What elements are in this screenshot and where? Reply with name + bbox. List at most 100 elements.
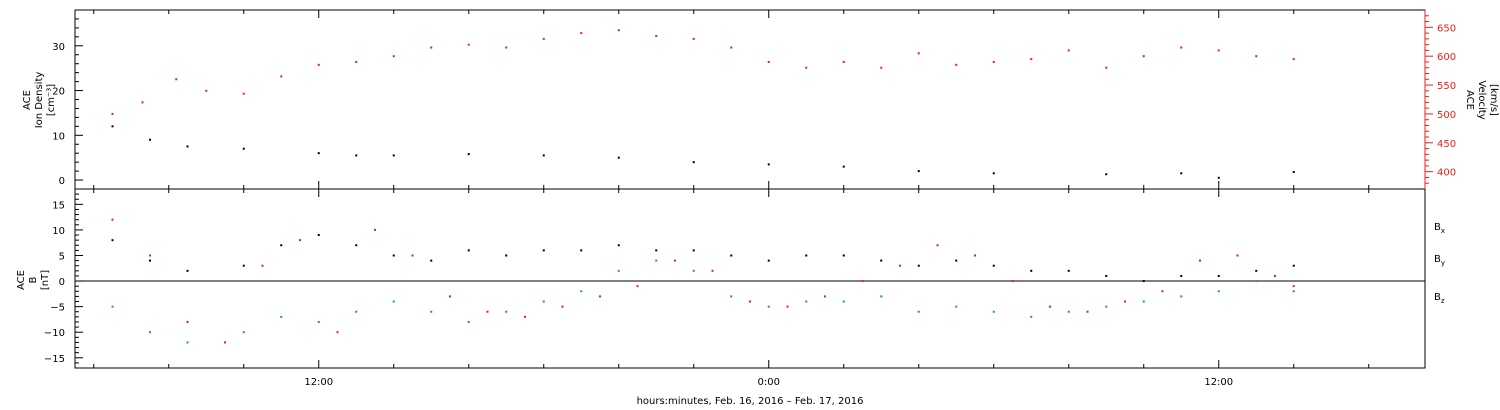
bx-series xyxy=(111,234,1295,283)
velocity-point xyxy=(955,63,958,66)
by-point xyxy=(355,310,358,313)
by-point xyxy=(580,290,583,293)
velocity-point xyxy=(1030,58,1033,61)
by-point xyxy=(1255,280,1258,283)
by-point xyxy=(186,341,189,344)
axis-ticks xyxy=(75,9,1433,368)
velocity-title-line2: Velocity xyxy=(1476,80,1487,119)
bz-point xyxy=(1199,259,1201,262)
density-point xyxy=(355,154,358,157)
velocity-point xyxy=(655,34,658,37)
by-point xyxy=(917,310,920,313)
bx-point xyxy=(1105,274,1108,277)
bz-point xyxy=(599,295,601,298)
velocity-tick-label: 600 xyxy=(1437,52,1456,63)
legend-bz: Bz xyxy=(1434,292,1445,305)
bz-point xyxy=(711,269,714,272)
velocity-point xyxy=(1067,49,1070,52)
bz-point xyxy=(449,295,451,298)
by-point xyxy=(880,295,883,298)
density-tick-label: 30 xyxy=(52,42,65,53)
x-tick-label: 12:00 xyxy=(304,377,333,388)
velocity-point xyxy=(542,37,545,40)
velocity-point xyxy=(992,60,995,63)
density-point xyxy=(917,170,920,173)
by-point xyxy=(542,300,545,303)
bx-point xyxy=(317,234,320,237)
field-title-line1: ACE xyxy=(16,270,27,290)
velocity-point xyxy=(730,46,733,49)
bx-point xyxy=(1030,269,1033,272)
field-tick-label: 15 xyxy=(52,200,65,211)
density-point xyxy=(186,145,189,148)
bz-point xyxy=(899,264,901,267)
bx-point xyxy=(1142,280,1145,283)
density-point xyxy=(1292,170,1295,173)
density-point xyxy=(1105,173,1108,176)
velocity-point xyxy=(242,92,245,95)
density-point xyxy=(392,154,395,157)
bz-point xyxy=(336,331,339,334)
velocity-point xyxy=(317,63,320,66)
bz-point xyxy=(1292,285,1295,288)
bx-point xyxy=(186,269,189,272)
bottom-panel-frame xyxy=(74,188,1426,369)
velocity-point xyxy=(617,29,620,32)
velocity-point xyxy=(505,46,508,49)
density-point xyxy=(767,163,770,166)
density-point xyxy=(617,156,620,159)
velocity-point xyxy=(280,75,283,78)
bx-point xyxy=(1180,274,1183,277)
bz-point xyxy=(261,264,264,267)
bx-point xyxy=(280,244,283,247)
bz-point xyxy=(636,285,639,288)
bz-point xyxy=(674,259,676,262)
velocity-tick-label: 450 xyxy=(1437,139,1456,150)
density-point xyxy=(1180,172,1183,175)
by-point xyxy=(430,310,433,313)
bx-point xyxy=(1217,274,1220,277)
velocity-point xyxy=(467,43,470,46)
legend-bx: Bx xyxy=(1434,222,1445,235)
by-point xyxy=(467,320,470,323)
field-tick-label: −15 xyxy=(44,354,65,365)
axis-tick-labels: 12:00 0:00 12:00 0 10 20 30 400 450 500 550 600 650 −… xyxy=(44,23,1456,388)
bz-point xyxy=(186,320,189,323)
bx-point xyxy=(580,249,583,252)
bz-point xyxy=(1086,310,1089,313)
density-point xyxy=(1217,176,1220,179)
bz-point xyxy=(374,228,376,231)
bz-point xyxy=(111,218,114,221)
field-title-line3: [nT] xyxy=(40,270,51,290)
bx-point xyxy=(355,244,358,247)
velocity-point xyxy=(1105,66,1108,69)
field-tick-label: −5 xyxy=(50,303,65,314)
by-point xyxy=(805,300,808,303)
by-point xyxy=(1217,290,1220,293)
data-points xyxy=(111,29,1295,344)
by-point xyxy=(692,269,695,272)
bx-point xyxy=(149,259,151,262)
velocity-title-line3: [km/s] xyxy=(1488,84,1499,116)
bz-point xyxy=(786,305,789,308)
x-tick-label: 0:00 xyxy=(758,377,780,388)
field-tick-label: 10 xyxy=(52,226,65,237)
bz-point xyxy=(299,239,301,242)
velocity-point xyxy=(805,66,808,69)
bz-point xyxy=(1049,305,1051,308)
by-series xyxy=(111,259,1295,344)
bz-point xyxy=(1011,280,1014,283)
bz-point xyxy=(974,254,976,257)
by-point xyxy=(280,315,283,318)
field-tick-label: 5 xyxy=(59,251,65,262)
by-point xyxy=(655,259,658,262)
density-point xyxy=(692,161,695,164)
velocity-point xyxy=(917,52,920,55)
velocity-point xyxy=(430,46,433,49)
bz-point xyxy=(524,315,526,318)
bz-point xyxy=(861,280,864,283)
velocity-point xyxy=(1142,55,1145,58)
bx-point xyxy=(505,254,508,257)
bz-point xyxy=(749,300,751,303)
by-point xyxy=(617,269,620,272)
